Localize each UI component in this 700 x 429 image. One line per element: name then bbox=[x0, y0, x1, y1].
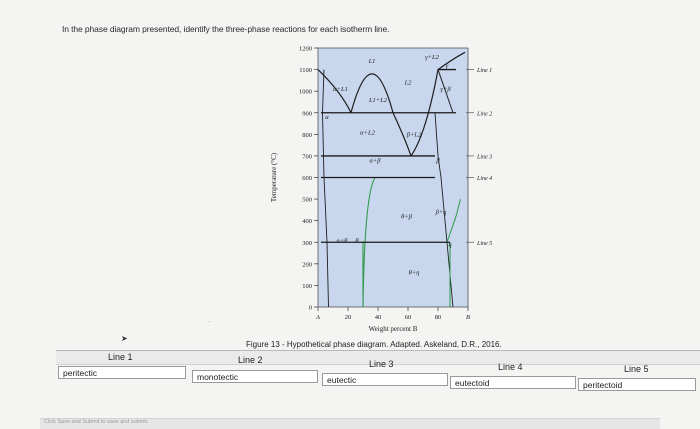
y-tick-label: 700 bbox=[302, 153, 312, 160]
question-text: In the phase diagram presented, identify… bbox=[62, 24, 390, 34]
alpha-solvus bbox=[322, 69, 329, 308]
y-tick-label: 0 bbox=[309, 305, 312, 312]
y-tick-label: 1100 bbox=[299, 67, 312, 74]
y-tick-label: 400 bbox=[302, 218, 312, 225]
eta-boundary bbox=[446, 198, 461, 243]
footer-bar bbox=[40, 418, 660, 429]
region-label: L1+L2 bbox=[368, 97, 388, 104]
region-label: θ+β bbox=[401, 214, 413, 221]
region-label: L1 bbox=[368, 58, 376, 65]
x-tick-label: A bbox=[315, 314, 320, 321]
region-label: α+L2 bbox=[360, 129, 375, 136]
answer-header-row bbox=[56, 350, 700, 365]
region-label: β+L2 bbox=[406, 131, 422, 138]
region-label: η bbox=[448, 242, 451, 249]
x-tick-label: 40 bbox=[375, 314, 382, 321]
answer-field-line-4[interactable]: eutectoid bbox=[450, 376, 576, 389]
y-tick-label: 900 bbox=[302, 110, 312, 117]
region-label: α+L1 bbox=[333, 86, 348, 93]
region-label: α+β bbox=[369, 157, 381, 164]
gamma-boundary bbox=[437, 69, 454, 113]
region-label: γ+L2 bbox=[425, 54, 440, 61]
y-tick-label: 200 bbox=[302, 261, 312, 268]
pointer-arrow-icon: ➤ bbox=[121, 334, 128, 343]
x-axis-label: Weight percent B bbox=[369, 325, 418, 333]
x-tick-label: 20 bbox=[345, 314, 352, 321]
y-tick-label: 1200 bbox=[299, 46, 312, 53]
answer-label-line-5: Line 5 bbox=[624, 364, 649, 374]
answer-field-line-5[interactable]: peritectoid bbox=[578, 378, 696, 391]
stray-mark-icon: · bbox=[208, 317, 211, 326]
region-label: θ+η bbox=[409, 270, 420, 277]
y-axis-label: Temperature (°C) bbox=[270, 152, 278, 202]
answer-field-line-2[interactable]: monotectic bbox=[192, 370, 318, 383]
y-tick-label: 100 bbox=[302, 283, 312, 290]
liquidus-l1 bbox=[317, 69, 394, 114]
beta-solvus bbox=[434, 112, 454, 308]
y-tick-label: 300 bbox=[302, 240, 312, 247]
region-label: α+θ bbox=[337, 237, 349, 244]
isotherm-label-3: Line 3 bbox=[476, 154, 492, 160]
isotherm-label-4: Line 4 bbox=[476, 175, 492, 182]
region-label: β+η bbox=[435, 209, 447, 216]
region-label: β bbox=[435, 157, 440, 164]
answer-field-line-1[interactable]: peritectic bbox=[58, 366, 186, 379]
y-tick-label: 500 bbox=[302, 197, 312, 204]
y-tick-label: 1000 bbox=[299, 89, 312, 96]
isotherm-label-5: Line 5 bbox=[476, 241, 492, 247]
figure-caption: Figure 13 - Hypothetical phase diagram. … bbox=[246, 340, 502, 349]
answer-label-line-4: Line 4 bbox=[498, 362, 523, 372]
answer-label-line-3: Line 3 bbox=[369, 359, 394, 369]
answer-table: Line 1 peritectic Line 2 monotectic Line… bbox=[56, 350, 700, 400]
answer-label-line-2: Line 2 bbox=[238, 355, 263, 365]
x-tick-label: 60 bbox=[405, 314, 412, 321]
x-tick-label: B bbox=[466, 314, 470, 321]
region-label: α bbox=[325, 114, 329, 121]
answer-label-line-1: Line 1 bbox=[108, 352, 133, 362]
region-label: γ+β bbox=[440, 86, 451, 93]
region-label: θ bbox=[355, 237, 359, 244]
isotherm-label-1: Line 1 bbox=[476, 68, 492, 74]
x-tick-label: 80 bbox=[435, 314, 442, 321]
answer-field-line-3[interactable]: eutectic bbox=[322, 373, 448, 386]
region-label: γ bbox=[446, 62, 449, 69]
region-label: L2 bbox=[404, 80, 413, 87]
y-tick-label: 800 bbox=[302, 132, 312, 139]
theta-solvus bbox=[362, 177, 376, 308]
footer-text: Click Save and Submit to save and submit… bbox=[44, 419, 149, 425]
plot-area bbox=[317, 47, 469, 308]
y-tick-label: 600 bbox=[302, 175, 312, 182]
isotherm-label-2: Line 2 bbox=[476, 111, 492, 117]
liquidus-l2 bbox=[392, 51, 466, 157]
